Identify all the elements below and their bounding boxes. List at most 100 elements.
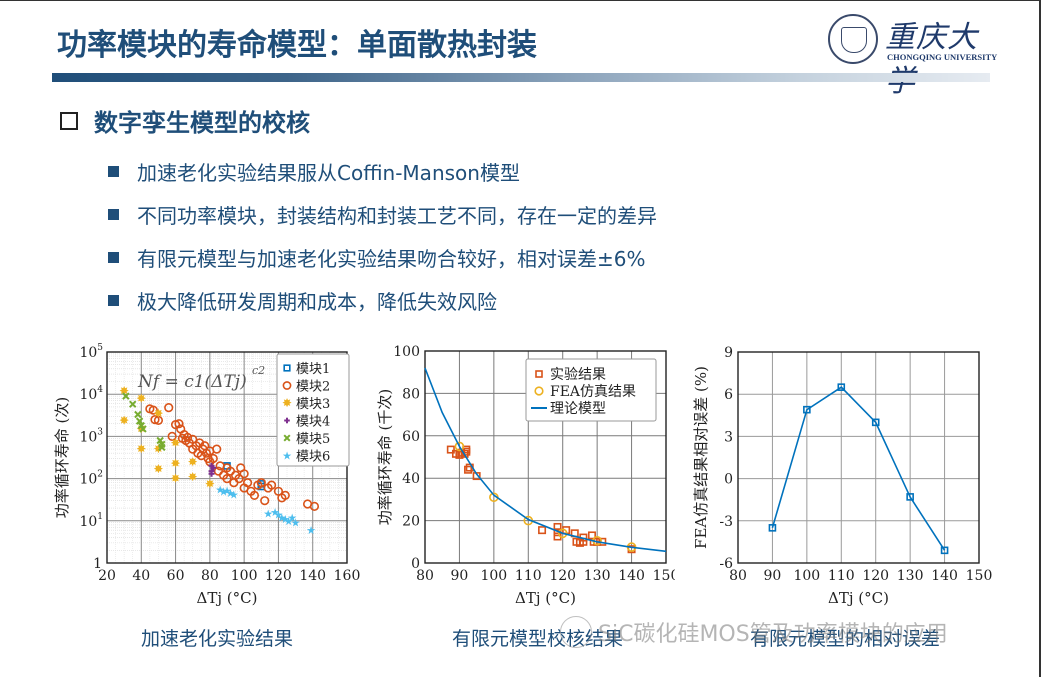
chart-fea-validation: 80 90 100 110 120 130 140 150 0 20 40 60 80 100 ΔTj (°… xyxy=(376,344,675,607)
svg-text:★: ★ xyxy=(225,487,235,500)
svg-text:★: ★ xyxy=(222,485,232,498)
svg-text:理论模型: 理论模型 xyxy=(550,401,606,417)
svg-text:ΔTj (°C): ΔTj (°C) xyxy=(197,589,258,607)
svg-text:80: 80 xyxy=(416,568,434,584)
svg-text:✸: ✸ xyxy=(119,413,129,427)
watermark-text: SiC碳化硅MOS管及功率模块的应用 xyxy=(598,622,948,647)
bullet-item: 加速老化实验结果服从Coffin-Manson模型 xyxy=(108,150,657,193)
svg-text:150: 150 xyxy=(966,568,993,584)
svg-text:★: ★ xyxy=(291,517,301,530)
svg-text:20: 20 xyxy=(402,514,420,530)
svg-text:功率循环寿命 (次): 功率循环寿命 (次) xyxy=(53,397,71,518)
svg-text:150: 150 xyxy=(653,568,675,584)
svg-text:✸: ✸ xyxy=(153,442,163,456)
svg-text:1: 1 xyxy=(93,556,102,572)
svg-text:3: 3 xyxy=(724,429,733,445)
svg-text:模块4: 模块4 xyxy=(296,415,330,430)
svg-text:✸: ✸ xyxy=(119,384,129,398)
svg-text:6: 6 xyxy=(724,387,733,403)
bullet-text: 加速老化实验结果服从Coffin-Manson模型 xyxy=(137,161,520,185)
bullet-list: 加速老化实验结果服从Coffin-Manson模型 不同功率模块，封装结构和封装… xyxy=(108,150,657,322)
svg-text:★: ★ xyxy=(282,450,292,463)
svg-text:140: 140 xyxy=(299,568,326,584)
svg-text:90: 90 xyxy=(451,568,469,584)
svg-text:★: ★ xyxy=(270,506,280,519)
svg-text:130: 130 xyxy=(584,568,611,584)
square-bullet-icon xyxy=(108,166,119,177)
svg-text:110: 110 xyxy=(828,568,855,584)
svg-text:100: 100 xyxy=(480,568,507,584)
svg-text:40: 40 xyxy=(132,568,150,584)
svg-text:★: ★ xyxy=(229,488,239,501)
svg-text:★: ★ xyxy=(219,485,229,498)
svg-text:★: ★ xyxy=(263,507,273,520)
wechat-icon xyxy=(560,616,592,648)
svg-text:实验结果: 实验结果 xyxy=(550,367,606,383)
svg-text:✸: ✸ xyxy=(188,455,198,469)
svg-text:ΔTj (°C): ΔTj (°C) xyxy=(515,589,576,607)
chart-relative-error: 80 90 100 110 120 130 140 150 -6 -3 0 3 6 9 ΔTj (°C) FE… xyxy=(692,345,993,607)
svg-text:✸: ✸ xyxy=(171,456,181,470)
university-logo: 重庆大学 CHONGQING UNIVERSITY xyxy=(828,12,997,99)
svg-text:101: 101 xyxy=(79,512,103,530)
series-模块4 xyxy=(208,462,217,477)
svg-text:20: 20 xyxy=(98,568,116,584)
svg-text:模块5: 模块5 xyxy=(296,432,330,447)
svg-text:✸: ✸ xyxy=(136,442,146,456)
svg-text:✸: ✸ xyxy=(136,391,146,405)
svg-text:102: 102 xyxy=(79,470,103,488)
svg-text:103: 103 xyxy=(79,427,103,445)
plot-area xyxy=(737,351,980,564)
series-模块5 xyxy=(122,392,166,452)
svg-text:-6: -6 xyxy=(719,556,733,572)
svg-text:80: 80 xyxy=(402,386,420,402)
svg-text:c2: c2 xyxy=(252,364,265,377)
svg-text:100: 100 xyxy=(393,344,420,360)
svg-text:模块6: 模块6 xyxy=(296,450,330,465)
page-title: 功率模块的寿命模型：单面散热封装 xyxy=(57,28,537,63)
logo-english-name: CHONGQING UNIVERSITY xyxy=(887,52,998,62)
series-模块2 xyxy=(145,403,320,511)
svg-text:✸: ✸ xyxy=(136,422,146,436)
svg-text:120: 120 xyxy=(265,568,292,584)
svg-text:✸: ✸ xyxy=(153,462,163,476)
svg-text:120: 120 xyxy=(862,568,889,584)
svg-text:模块2: 模块2 xyxy=(296,380,330,395)
series-理论模型 xyxy=(424,367,667,553)
svg-text:★: ★ xyxy=(273,509,283,522)
svg-text:110: 110 xyxy=(515,568,542,584)
svg-text:100: 100 xyxy=(793,568,820,584)
svg-text:105: 105 xyxy=(79,343,103,361)
bullet-text: 不同功率模块，封装结构和封装工艺不同，存在一定的差异 xyxy=(137,204,657,228)
square-bullet-icon xyxy=(108,209,119,220)
svg-text:60: 60 xyxy=(402,429,420,445)
caption-relative-error: 有限元模型的相对误差 xyxy=(750,628,941,650)
formula-annotation: Nf = c1(ΔTj) xyxy=(137,372,247,392)
bullet-item: 极大降低研发周期和成本，降低失效风险 xyxy=(108,279,657,322)
svg-text:140: 140 xyxy=(931,568,958,584)
svg-text:0: 0 xyxy=(724,472,733,488)
university-seal-icon xyxy=(828,14,878,64)
title-gradient-rule xyxy=(52,73,990,82)
svg-text:★: ★ xyxy=(277,511,287,524)
series-模块6: ★★★★★★★★★★★★★★ xyxy=(215,484,316,538)
svg-text:0: 0 xyxy=(411,556,420,572)
svg-text:80: 80 xyxy=(201,568,219,584)
square-bullet-icon xyxy=(108,252,119,263)
chart-legend: 模块1 模块2 ✸ 模块3 模块4 模块5 ★ 模块6 xyxy=(276,353,350,467)
svg-text:模块1: 模块1 xyxy=(296,362,330,377)
svg-text:✸: ✸ xyxy=(171,472,181,486)
square-bullet-icon xyxy=(108,295,119,306)
svg-text:130: 130 xyxy=(897,568,924,584)
svg-text:✸: ✸ xyxy=(171,436,181,450)
svg-text:★: ★ xyxy=(284,515,294,528)
chart-accelerated-aging: 20 40 60 80 100 120 140 160 1 101 102 103 104 105 ΔTj … xyxy=(53,343,360,607)
watermark: SiC碳化硅MOS管及功率模块的应用 xyxy=(560,616,948,648)
svg-text:FEA仿真结果: FEA仿真结果 xyxy=(550,384,636,400)
svg-text:90: 90 xyxy=(764,568,782,584)
bullet-item: 有限元模型与加速老化实验结果吻合较好，相对误差±6% xyxy=(108,236,657,279)
svg-text:60: 60 xyxy=(167,568,185,584)
svg-text:80: 80 xyxy=(729,568,747,584)
svg-text:✸: ✸ xyxy=(188,470,198,484)
